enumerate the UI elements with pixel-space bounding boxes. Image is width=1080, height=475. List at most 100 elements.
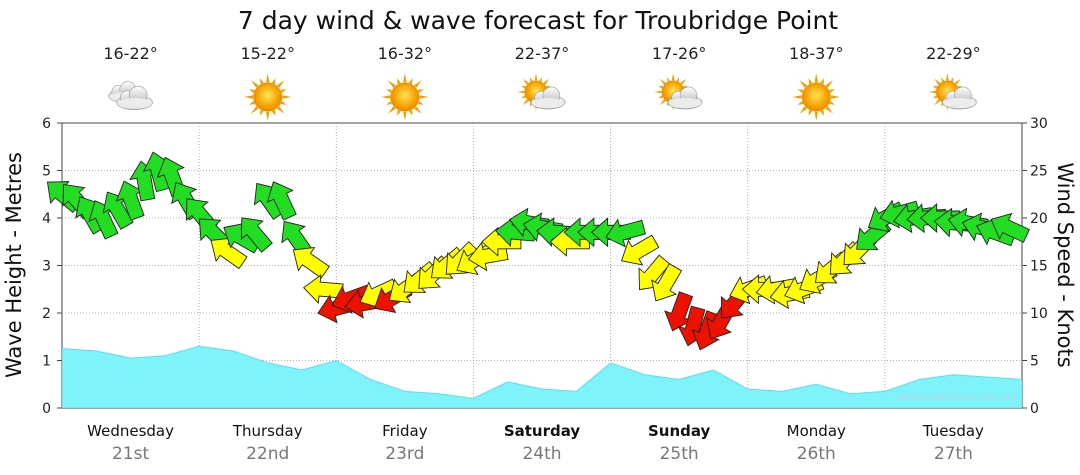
wind-arrow bbox=[102, 191, 134, 230]
sun-ray bbox=[250, 80, 259, 88]
wind-arrow bbox=[620, 234, 660, 266]
wave-area bbox=[62, 345, 1022, 408]
sun-ray bbox=[419, 95, 429, 99]
cloud-shape bbox=[530, 86, 566, 110]
sun-ray bbox=[243, 95, 254, 99]
sun-ray bbox=[539, 77, 543, 82]
sun-rays bbox=[381, 73, 429, 121]
sun-ray bbox=[654, 90, 662, 94]
sun-ray bbox=[413, 106, 422, 114]
day-date-label: 23rd bbox=[385, 444, 424, 464]
cloud-fill bbox=[668, 98, 702, 109]
sunny-icon bbox=[243, 73, 292, 121]
sun-ray bbox=[814, 111, 818, 121]
sun-ray bbox=[934, 78, 941, 85]
partly-cloudy-icon bbox=[517, 73, 566, 111]
sun-ray bbox=[534, 73, 538, 81]
sun-ray bbox=[808, 78, 813, 85]
sun-ray bbox=[820, 109, 825, 116]
sun-ray bbox=[413, 80, 422, 88]
y-tick-label: 0 bbox=[42, 401, 51, 417]
y2-tick-label: 0 bbox=[1030, 401, 1039, 417]
sun-ray bbox=[249, 89, 255, 93]
sun-ray bbox=[397, 78, 401, 85]
sun-ray bbox=[266, 111, 270, 121]
day-name-label: Tuesday bbox=[922, 422, 984, 440]
sun-ray bbox=[797, 89, 804, 93]
sun-ray bbox=[522, 99, 529, 106]
sun-disc bbox=[253, 82, 283, 112]
wind-arrow bbox=[651, 263, 683, 302]
day-date-label: 22nd bbox=[246, 444, 289, 464]
y-axis-ticks: 0 1 2 3 4 5 6 bbox=[42, 116, 62, 417]
sun-ray bbox=[517, 90, 525, 94]
sun-ray bbox=[280, 89, 287, 93]
day-date-label: 26th bbox=[797, 444, 836, 464]
cloud-shape bbox=[942, 86, 977, 110]
y-tick-label: 1 bbox=[42, 354, 51, 370]
sun-ray bbox=[928, 90, 936, 94]
wind-arrow bbox=[990, 212, 1030, 243]
sun-ray bbox=[659, 78, 666, 85]
sun-ray bbox=[271, 109, 276, 116]
sun-ray bbox=[522, 78, 529, 85]
sun-ray bbox=[814, 73, 818, 83]
day-name-label: Monday bbox=[787, 422, 846, 440]
sun-ray bbox=[792, 95, 802, 99]
wind-arrow bbox=[115, 180, 145, 221]
sun-ray bbox=[266, 73, 270, 83]
sun-ray bbox=[386, 101, 392, 105]
day-date-label: 27th bbox=[934, 444, 973, 464]
sun-ray bbox=[280, 101, 287, 105]
sun-ray bbox=[282, 95, 292, 99]
wind-arrow bbox=[664, 291, 694, 332]
sun-ray bbox=[529, 77, 533, 82]
sun-ray bbox=[417, 89, 424, 93]
sun-ray bbox=[829, 101, 835, 105]
sun-disc bbox=[390, 82, 420, 112]
day-date-label: 21st bbox=[112, 444, 149, 464]
sun-ray bbox=[829, 89, 835, 93]
sun-ray bbox=[941, 77, 945, 82]
y2-tick-label: 10 bbox=[1030, 306, 1048, 322]
sun-ray bbox=[271, 78, 276, 85]
sun-ray bbox=[667, 77, 670, 82]
sun-ray bbox=[259, 78, 264, 85]
day-name-label: Sunday bbox=[648, 422, 711, 440]
y2-tick-label: 25 bbox=[1030, 164, 1048, 180]
cloudy-icon bbox=[108, 81, 153, 111]
sun-ray bbox=[676, 77, 680, 82]
wave-height-area bbox=[62, 345, 1022, 408]
sun-ray bbox=[671, 73, 675, 81]
sun-ray bbox=[830, 95, 841, 99]
sunny-icon bbox=[381, 73, 429, 121]
sun-ray bbox=[658, 95, 664, 99]
sun-ray bbox=[825, 106, 834, 114]
sun-ray bbox=[521, 85, 526, 89]
sun-ray bbox=[825, 80, 834, 88]
sun-ray bbox=[808, 109, 813, 116]
sun-ray bbox=[658, 85, 664, 89]
wind-arrow bbox=[494, 217, 536, 248]
y2-tick-label: 5 bbox=[1030, 354, 1039, 370]
sun-ray bbox=[934, 99, 941, 106]
sun-ray bbox=[950, 77, 954, 82]
cloud-shape bbox=[667, 86, 703, 110]
wind-arrow bbox=[240, 217, 273, 253]
sun-ray bbox=[946, 73, 949, 81]
sun-rays bbox=[792, 73, 841, 121]
wind-arrow bbox=[292, 247, 330, 279]
chart-title: 7 day wind & wave forecast for Troubridg… bbox=[238, 6, 838, 35]
sun-disc bbox=[801, 82, 831, 112]
weather-row: 16-22° 15-22° 16-32° 22-37° 17-26° 18-37° 22-2… bbox=[103, 44, 981, 121]
sun-ray bbox=[388, 80, 396, 88]
sun-ray bbox=[932, 95, 938, 99]
y-axis-label: Wave Height - Metres bbox=[2, 152, 26, 378]
day-name-label: Wednesday bbox=[87, 422, 174, 440]
sun-ray bbox=[408, 78, 413, 85]
sun-ray bbox=[403, 73, 407, 83]
wind-arrows bbox=[46, 151, 1030, 351]
y-tick-label: 3 bbox=[42, 259, 51, 275]
day-name-label: Thursday bbox=[232, 422, 303, 440]
temperature-range-label: 18-37° bbox=[789, 44, 844, 63]
